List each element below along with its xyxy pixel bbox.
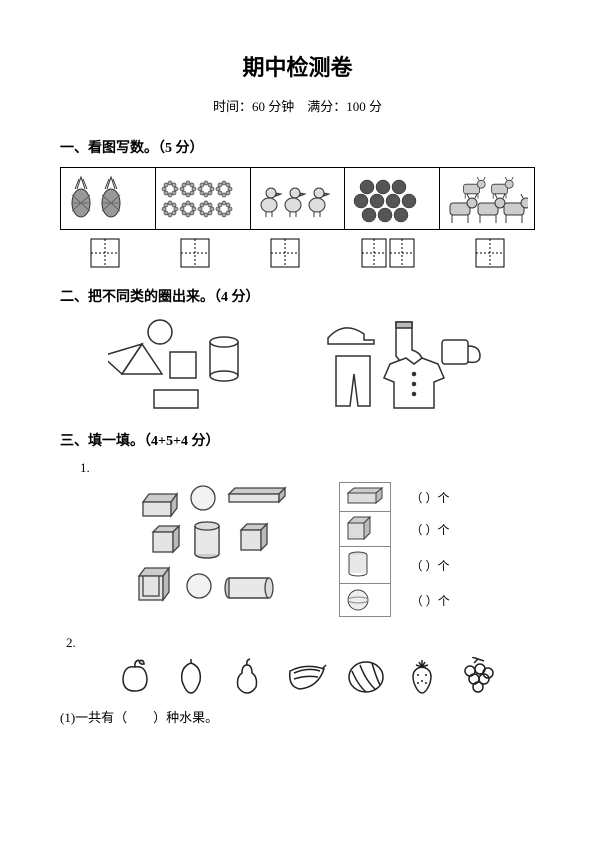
answer-box	[180, 238, 210, 268]
q1-cell-ducks	[250, 168, 345, 230]
answer-box	[361, 238, 415, 268]
grapes-icon	[458, 657, 498, 695]
q3-heading: 三、填一填。（4+5+4 分）	[60, 430, 535, 450]
q3-part2-fruit-row	[78, 657, 535, 695]
q1-cell-flower-rings	[155, 168, 250, 230]
blank-text: （ ）个	[390, 483, 470, 512]
q1-answer-boxes	[60, 238, 535, 268]
sphere-icon	[339, 584, 390, 617]
page-title: 期中检测卷	[60, 50, 535, 82]
line1-suffix: ）种水果。	[153, 710, 218, 725]
q1-cell-pineapples	[61, 168, 156, 230]
q1-cell-balls	[345, 168, 440, 230]
q3-part1-count-table: （ ）个 （ ）个 （ ）个 （ ）个	[339, 482, 471, 617]
answer-box	[90, 238, 120, 268]
cylinder-icon	[339, 547, 390, 584]
q2-group-clothes	[318, 316, 488, 412]
answer-box	[475, 238, 505, 268]
cuboid-icon	[339, 483, 390, 512]
apple-icon	[116, 657, 154, 695]
blank-text: （ ）个	[390, 512, 470, 547]
time-label: 时间：60 分钟	[213, 99, 294, 114]
cube-icon	[339, 512, 390, 547]
q1-image-table	[60, 167, 535, 230]
blank-text: （ ）个	[390, 584, 470, 617]
strawberry-icon	[404, 657, 440, 695]
q2-heading: 二、把不同类的圈出来。（4 分）	[60, 286, 535, 306]
q3-part2-line1: (1)一共有（ ）种水果。	[60, 707, 535, 726]
page-subtitle: 时间：60 分钟 满分：100 分	[60, 96, 535, 115]
q3-part2-label: 2.	[66, 635, 535, 651]
q2-group-shapes	[108, 316, 258, 412]
q1-cell-cows	[440, 168, 535, 230]
q3-part1-label: 1.	[80, 460, 535, 476]
q1-heading: 一、看图写数。（5 分）	[60, 137, 535, 157]
watermelon-icon	[346, 657, 386, 695]
blank-text: （ ）个	[390, 547, 470, 584]
line1-prefix: (1)一共有（	[60, 710, 127, 725]
banana-icon	[284, 657, 328, 695]
score-label: 满分：100 分	[307, 99, 382, 114]
pear-icon	[228, 657, 266, 695]
q3-part1-shapes-pile	[125, 482, 305, 612]
peach-icon	[172, 657, 210, 695]
answer-box	[270, 238, 300, 268]
